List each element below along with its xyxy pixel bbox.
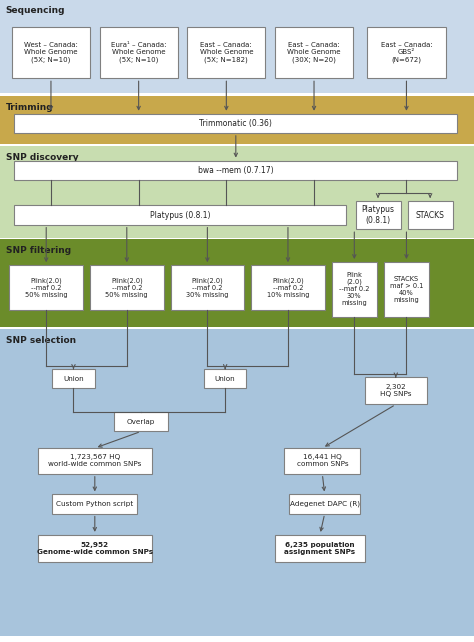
Text: SNP discovery: SNP discovery <box>6 153 78 162</box>
Text: Trimmonatic (0.36): Trimmonatic (0.36) <box>200 119 272 128</box>
Text: Union: Union <box>63 376 84 382</box>
Text: East – Canada:
Whole Genome
(5X; N=182): East – Canada: Whole Genome (5X; N=182) <box>200 42 253 63</box>
FancyBboxPatch shape <box>187 27 265 78</box>
FancyBboxPatch shape <box>14 114 457 133</box>
Text: Plink(2.0)
--maf 0.2
10% missing: Plink(2.0) --maf 0.2 10% missing <box>267 277 309 298</box>
FancyBboxPatch shape <box>14 205 346 225</box>
FancyBboxPatch shape <box>0 329 474 636</box>
FancyBboxPatch shape <box>52 494 137 514</box>
Text: Plink(2.0)
--maf 0.2
50% missing: Plink(2.0) --maf 0.2 50% missing <box>25 277 67 298</box>
FancyBboxPatch shape <box>100 27 178 78</box>
FancyBboxPatch shape <box>356 201 401 229</box>
FancyBboxPatch shape <box>171 265 244 310</box>
FancyBboxPatch shape <box>275 535 365 562</box>
Text: Union: Union <box>215 376 236 382</box>
Text: STACKS
maf > 0.1
40%
missing: STACKS maf > 0.1 40% missing <box>390 275 423 303</box>
FancyBboxPatch shape <box>14 160 457 180</box>
FancyBboxPatch shape <box>90 265 164 310</box>
Text: Platypus (0.8.1): Platypus (0.8.1) <box>150 211 210 220</box>
FancyBboxPatch shape <box>367 27 446 78</box>
Text: bwa --mem (0.7.17): bwa --mem (0.7.17) <box>198 166 273 175</box>
FancyBboxPatch shape <box>384 262 429 317</box>
Text: West – Canada:
Whole Genome
(5X; N=10): West – Canada: Whole Genome (5X; N=10) <box>24 42 78 63</box>
FancyBboxPatch shape <box>38 535 152 562</box>
Text: 16,441 HQ
common SNPs: 16,441 HQ common SNPs <box>297 455 348 467</box>
FancyBboxPatch shape <box>9 265 83 310</box>
Text: Custom Python script: Custom Python script <box>56 501 133 507</box>
Text: 52,952
Genome-wide common SNPs: 52,952 Genome-wide common SNPs <box>37 542 153 555</box>
Text: Platypus
(0.8.1): Platypus (0.8.1) <box>362 205 394 225</box>
Text: Eura¹ – Canada:
Whole Genome
(5X; N=10): Eura¹ – Canada: Whole Genome (5X; N=10) <box>111 42 166 63</box>
FancyBboxPatch shape <box>38 448 152 474</box>
Text: Sequencing: Sequencing <box>6 6 65 15</box>
Text: 2,302
HQ SNPs: 2,302 HQ SNPs <box>380 385 411 397</box>
Text: SNP filtering: SNP filtering <box>6 246 71 255</box>
FancyBboxPatch shape <box>251 265 325 310</box>
Text: SNP selection: SNP selection <box>6 336 76 345</box>
Text: Plink(2.0)
--maf 0.2
50% missing: Plink(2.0) --maf 0.2 50% missing <box>106 277 148 298</box>
Text: Plink
(2.0)
--maf 0.2
30%
missing: Plink (2.0) --maf 0.2 30% missing <box>339 272 370 306</box>
FancyBboxPatch shape <box>289 494 360 514</box>
FancyBboxPatch shape <box>408 201 453 229</box>
FancyBboxPatch shape <box>0 0 474 93</box>
FancyBboxPatch shape <box>275 27 353 78</box>
FancyBboxPatch shape <box>0 239 474 327</box>
FancyBboxPatch shape <box>332 262 377 317</box>
FancyBboxPatch shape <box>114 412 168 431</box>
Text: Adegenet DAPC (R): Adegenet DAPC (R) <box>290 501 360 507</box>
Text: Trimming: Trimming <box>6 103 53 112</box>
FancyBboxPatch shape <box>365 377 427 404</box>
Text: STACKS: STACKS <box>416 211 445 220</box>
FancyBboxPatch shape <box>12 27 90 78</box>
Text: Overlap: Overlap <box>127 419 155 425</box>
Text: East – Canada:
Whole Genome
(30X; N=20): East – Canada: Whole Genome (30X; N=20) <box>287 42 341 63</box>
Text: 6,235 population
assignment SNPs: 6,235 population assignment SNPs <box>284 542 356 555</box>
Text: Plink(2.0)
--maf 0.2
30% missing: Plink(2.0) --maf 0.2 30% missing <box>186 277 228 298</box>
FancyBboxPatch shape <box>0 96 474 144</box>
FancyBboxPatch shape <box>52 369 95 388</box>
FancyBboxPatch shape <box>284 448 360 474</box>
FancyBboxPatch shape <box>204 369 246 388</box>
FancyBboxPatch shape <box>0 146 474 238</box>
Text: 1,723,567 HQ
world-wide common SNPs: 1,723,567 HQ world-wide common SNPs <box>48 455 141 467</box>
Text: East – Canada:
GBS²
(N=672): East – Canada: GBS² (N=672) <box>381 42 432 63</box>
